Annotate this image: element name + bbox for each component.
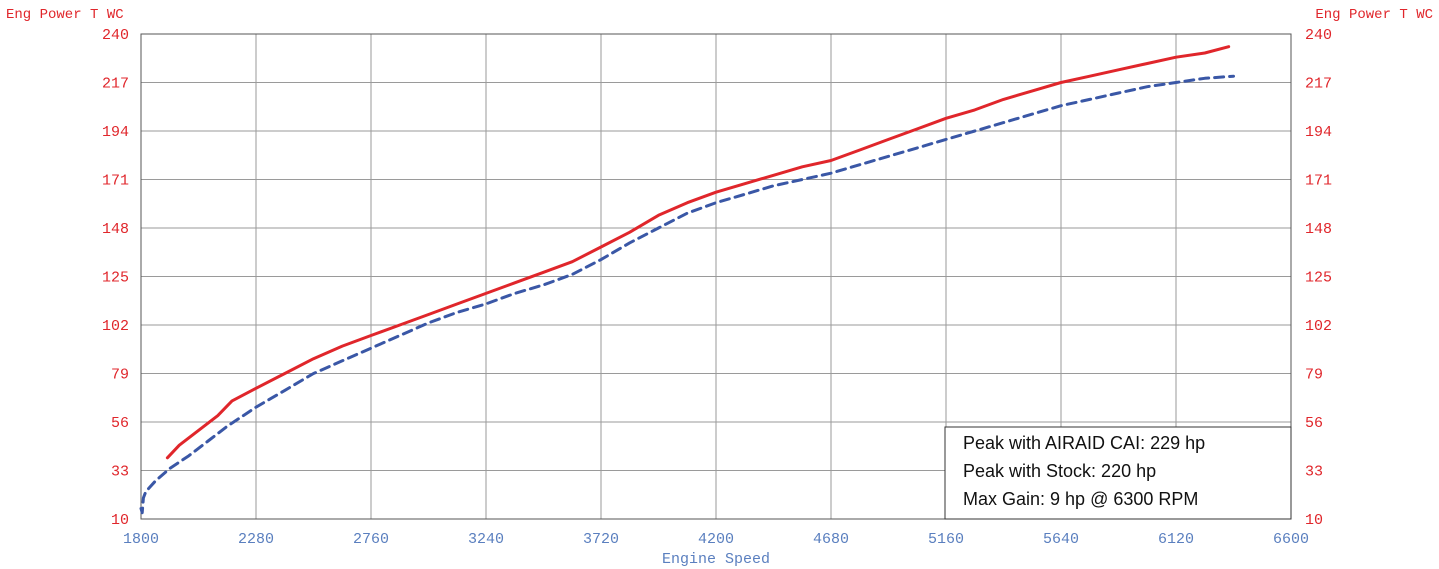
y-tick-left-10: 240 [102, 27, 129, 44]
y-tick-left-0: 10 [111, 512, 129, 529]
y-tick-left-5: 125 [102, 270, 129, 287]
annotation-max-gain: Max Gain: 9 hp @ 6300 RPM [963, 489, 1198, 509]
y-tick-left-3: 79 [111, 367, 129, 384]
y-ticks-right: 10 33 56 79 102 125 148 171 194 217 240 [1305, 27, 1332, 529]
y-tick-left-2: 56 [111, 415, 129, 432]
x-tick-2: 2760 [353, 531, 389, 548]
annotation-stock-peak: Peak with Stock: 220 hp [963, 461, 1156, 481]
y-tick-right-10: 240 [1305, 27, 1332, 44]
y-tick-right-7: 171 [1305, 173, 1332, 190]
plot-frame [140, 33, 1292, 520]
x-tick-6: 4680 [813, 531, 849, 548]
y-tick-right-8: 194 [1305, 124, 1332, 141]
x-tick-3: 3240 [468, 531, 504, 548]
y-tick-left-6: 148 [102, 221, 129, 238]
y-tick-left-9: 217 [102, 76, 129, 93]
x-tick-8: 5640 [1043, 531, 1079, 548]
annotation-airaid-peak: Peak with AIRAID CAI: 229 hp [963, 433, 1205, 453]
x-tick-4: 3720 [583, 531, 619, 548]
series-line-stock [139, 74, 1235, 515]
y-tick-right-0: 10 [1305, 512, 1323, 529]
x-tick-0: 1800 [123, 531, 159, 548]
title-fragment [728, 0, 988, 6]
y-tick-left-7: 171 [102, 173, 129, 190]
x-tick-5: 4200 [698, 531, 734, 548]
y-tick-right-2: 56 [1305, 415, 1323, 432]
y-tick-left-4: 102 [102, 318, 129, 335]
y-tick-right-4: 102 [1305, 318, 1332, 335]
series-group [139, 45, 1235, 515]
left-axis-title: Eng Power T WC [6, 7, 124, 23]
x-ticks: 1800 2280 2760 3240 3720 4200 4680 5160 5640 6120… [123, 531, 1309, 548]
y-tick-left-8: 194 [102, 124, 129, 141]
y-tick-right-3: 79 [1305, 367, 1323, 384]
x-tick-1: 2280 [238, 531, 274, 548]
right-axis-title: Eng Power T WC [1315, 7, 1433, 23]
x-axis-label: Engine Speed [662, 551, 770, 568]
y-tick-left-1: 33 [111, 464, 129, 481]
y-tick-right-6: 148 [1305, 221, 1332, 238]
y-tick-right-5: 125 [1305, 270, 1332, 287]
y-ticks-left: 10 33 56 79 102 125 148 171 194 217 240 [102, 27, 129, 529]
legend-box: Peak with AIRAID CAI: 229 hp Peak with S… [944, 426, 1292, 520]
x-tick-9: 6120 [1158, 531, 1194, 548]
y-tick-right-1: 33 [1305, 464, 1323, 481]
y-tick-right-9: 217 [1305, 76, 1332, 93]
x-tick-10: 6600 [1273, 531, 1309, 548]
x-tick-7: 5160 [928, 531, 964, 548]
series-line-airaid [165, 45, 1231, 460]
